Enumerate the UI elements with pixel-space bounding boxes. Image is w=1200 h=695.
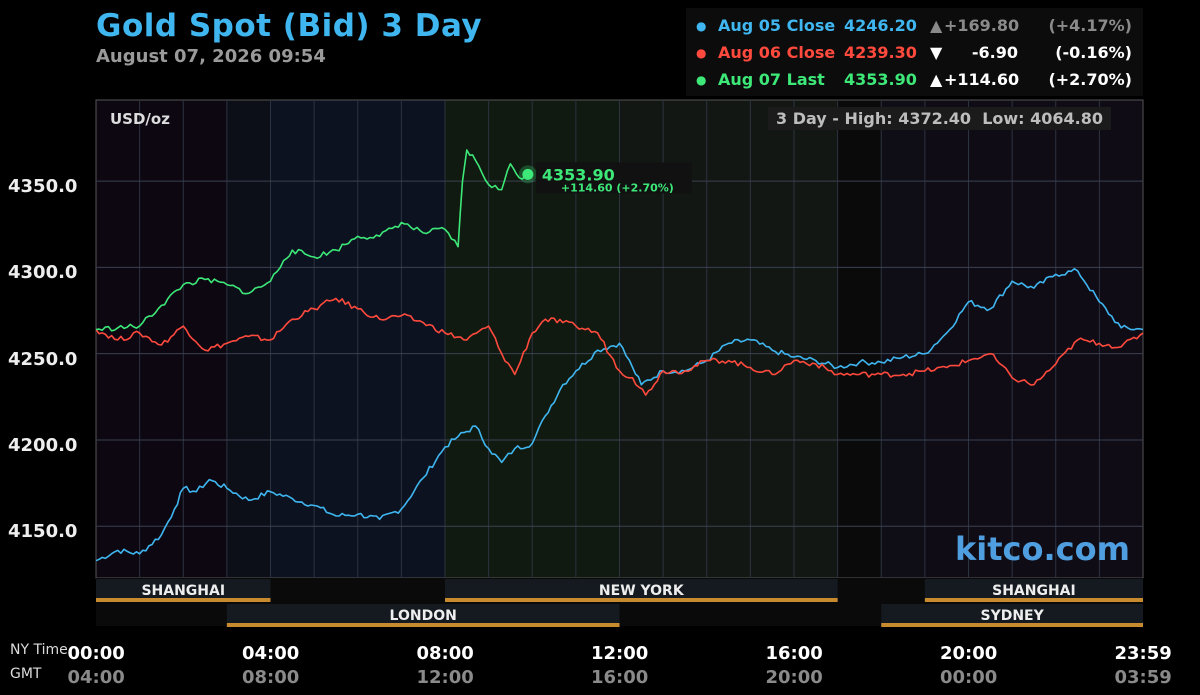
- session-label: SHANGHAI: [992, 583, 1076, 599]
- x-tick-label-ny: 23:59: [1114, 643, 1172, 664]
- x-tick-label-gmt: 16:00: [591, 667, 649, 688]
- x-tick-label-gmt: 08:00: [242, 667, 300, 688]
- legend-dot-icon: ●: [696, 73, 707, 87]
- x-tick-label-ny: 00:00: [67, 643, 125, 664]
- session-band: [924, 579, 1143, 601]
- session-band: [881, 604, 1143, 626]
- session-label: LONDON: [390, 608, 457, 624]
- session-tint: [881, 100, 925, 578]
- legend-value: 4246.20: [844, 16, 917, 35]
- session-band: [226, 604, 620, 626]
- session-label: NEW YORK: [599, 583, 685, 599]
- y-tick-label: 4150.0: [8, 521, 78, 542]
- y-tick-label: 4300.0: [8, 262, 78, 283]
- legend-dot-icon: ●: [696, 46, 707, 60]
- session-bar: [226, 623, 620, 627]
- legend-percent: (+2.70%): [1048, 70, 1132, 89]
- x-tick-label-ny: 12:00: [591, 643, 649, 664]
- high-low-readout: 3 Day - High: 4372.40 Low: 4064.80: [768, 107, 1112, 130]
- x-tick-label-ny: 04:00: [242, 643, 300, 664]
- session-bar: [96, 598, 271, 602]
- x-tick-label-ny: 20:00: [940, 643, 998, 664]
- last-price-value: 4353.90: [542, 165, 615, 184]
- legend-label: Aug 05 Close: [718, 16, 836, 35]
- chart-title: Gold Spot (Bid) 3 Day: [96, 8, 483, 44]
- y-tick-label: 4200.0: [8, 435, 78, 456]
- legend-item-aug06: ● Aug 06 Close 4239.30 ▼ -6.90 (-0.16%): [686, 43, 1143, 69]
- session-bar: [445, 598, 838, 602]
- session-tint: [837, 100, 882, 578]
- session-band: [445, 579, 838, 601]
- series-line-aug-05-close: [95, 268, 1144, 562]
- legend-item-aug07: ● Aug 07 Last 4353.90 ▲ +114.60 (+2.70%): [686, 70, 1143, 96]
- legend-change: -6.90: [971, 43, 1018, 62]
- session-bar: [924, 598, 1143, 602]
- session-band: [96, 579, 271, 601]
- x-tick-label-gmt: 03:59: [1114, 667, 1172, 688]
- legend-value: 4353.90: [844, 70, 917, 89]
- x-tick-label-ny: 16:00: [765, 643, 823, 664]
- x-tick-label-gmt: 00:00: [940, 667, 998, 688]
- session-label: SYDNEY: [980, 608, 1044, 624]
- up-arrow-icon: ▲: [930, 16, 943, 35]
- x-tick-label-gmt: 04:00: [67, 667, 125, 688]
- session-tint: [924, 100, 1143, 578]
- series-line-aug-06-close: [95, 297, 1144, 396]
- y-tick-label: 4350.0: [8, 176, 78, 197]
- kitco-watermark: kitco.com: [955, 530, 1130, 568]
- down-arrow-icon: ▼: [930, 43, 943, 62]
- legend-change: +169.80: [944, 16, 1020, 35]
- series-line-aug-07-last: [95, 149, 529, 332]
- x-tick-label-gmt: 12:00: [416, 667, 474, 688]
- legend-label: Aug 07 Last: [718, 70, 825, 89]
- ny-time-label: NY Time: [10, 642, 68, 658]
- legend-dot-icon: ●: [696, 19, 707, 33]
- gmt-label: GMT: [10, 666, 42, 682]
- session-bar: [881, 623, 1143, 627]
- legend-percent: (-0.16%): [1055, 43, 1132, 62]
- legend-percent: (+4.17%): [1048, 16, 1132, 35]
- legend-value: 4239.30: [844, 43, 917, 62]
- legend-item-aug05: ● Aug 05 Close 4246.20 ▲ +169.80 (+4.17%…: [686, 16, 1143, 42]
- unit-label: USD/oz: [110, 110, 170, 128]
- chart-legend: ● Aug 05 Close 4246.20 ▲ +169.80 (+4.17%…: [686, 8, 1143, 96]
- up-arrow-icon: ▲: [930, 70, 943, 89]
- last-price-dot: [522, 168, 534, 180]
- session-label: SHANGHAI: [141, 583, 225, 599]
- legend-label: Aug 06 Close: [718, 43, 836, 62]
- x-tick-label-gmt: 20:00: [765, 667, 823, 688]
- y-tick-label: 4250.0: [8, 349, 78, 370]
- legend-change: +114.60: [944, 70, 1020, 89]
- chart-timestamp: August 07, 2026 09:54: [96, 46, 326, 67]
- last-price-change: +114.60 (+2.70%): [561, 181, 674, 194]
- x-tick-label-ny: 08:00: [416, 643, 474, 664]
- last-price-box: [535, 162, 692, 194]
